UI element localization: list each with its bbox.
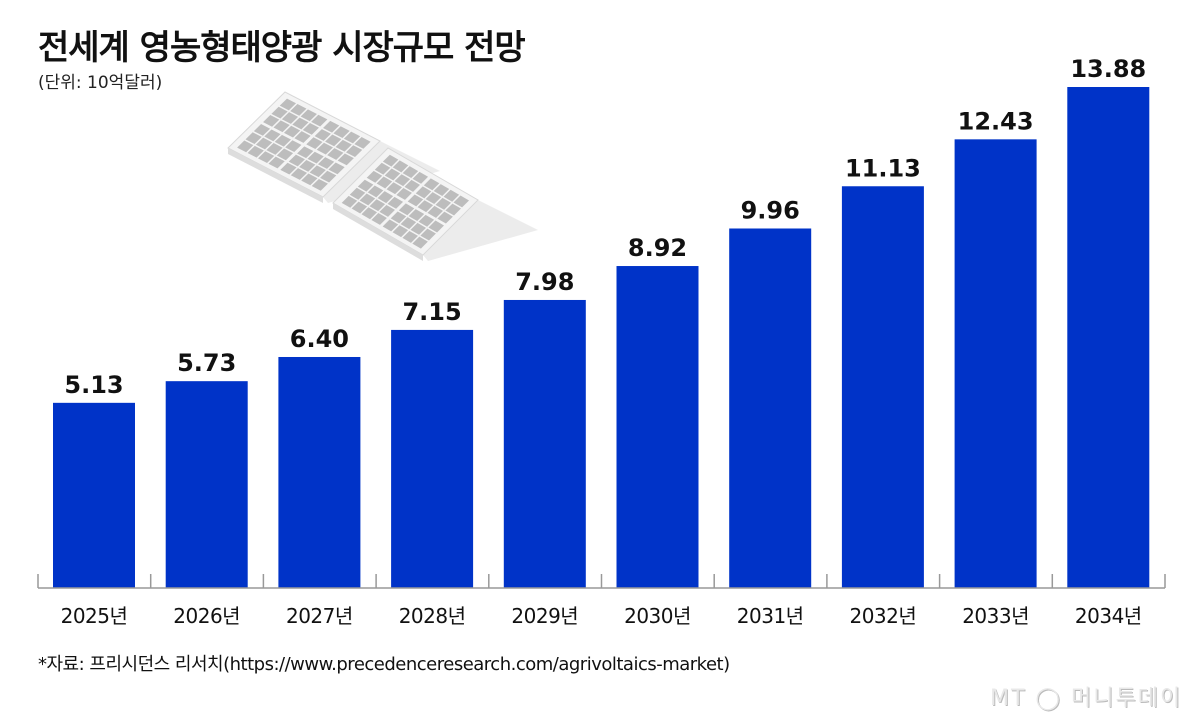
chart-title: 전세계 영농형태양광 시장규모 전망 — [38, 28, 526, 68]
x-tick-label: 2034년 — [1075, 604, 1142, 628]
source-note: *자료: 프리시던스 리서치(https://www.precedenceres… — [38, 654, 730, 675]
x-tick-label: 2028년 — [399, 604, 466, 628]
bar-value-label: 5.73 — [177, 349, 236, 377]
logo-watermark: MT ◯ 머니투데이 — [990, 686, 1183, 711]
x-tick-label: 2027년 — [286, 604, 353, 628]
bar — [729, 228, 812, 588]
x-tick-label: 2029년 — [511, 604, 578, 628]
bar — [503, 299, 586, 588]
bar — [954, 139, 1037, 588]
x-tick-label: 2025년 — [61, 604, 128, 628]
bar-value-label: 5.13 — [64, 371, 123, 399]
x-tick-label: 2033년 — [962, 604, 1029, 628]
bar — [278, 356, 361, 588]
bar-value-label: 9.96 — [741, 196, 800, 224]
bar-value-label: 6.40 — [290, 325, 349, 353]
bar — [53, 402, 135, 588]
x-tick-label: 2031년 — [737, 604, 804, 628]
solar-panel — [332, 147, 538, 261]
bar-value-label: 7.98 — [515, 268, 574, 296]
bar-value-label: 12.43 — [958, 107, 1034, 135]
solar-panel-illustration — [227, 91, 538, 261]
bar-value-label: 7.15 — [402, 298, 461, 326]
x-tick-label: 2030년 — [624, 604, 691, 628]
bar — [616, 266, 699, 588]
x-tick-label: 2026년 — [173, 604, 240, 628]
bar-value-label: 11.13 — [845, 154, 921, 182]
unit-label: (단위: 10억달러) — [38, 73, 163, 93]
bar-value-label: 8.92 — [628, 234, 687, 262]
x-tick-label: 2032년 — [849, 604, 916, 628]
bar — [841, 186, 924, 588]
bar-value-label: 13.88 — [1070, 55, 1146, 83]
bar — [165, 381, 248, 588]
bar — [1067, 87, 1150, 588]
bar — [391, 329, 474, 588]
